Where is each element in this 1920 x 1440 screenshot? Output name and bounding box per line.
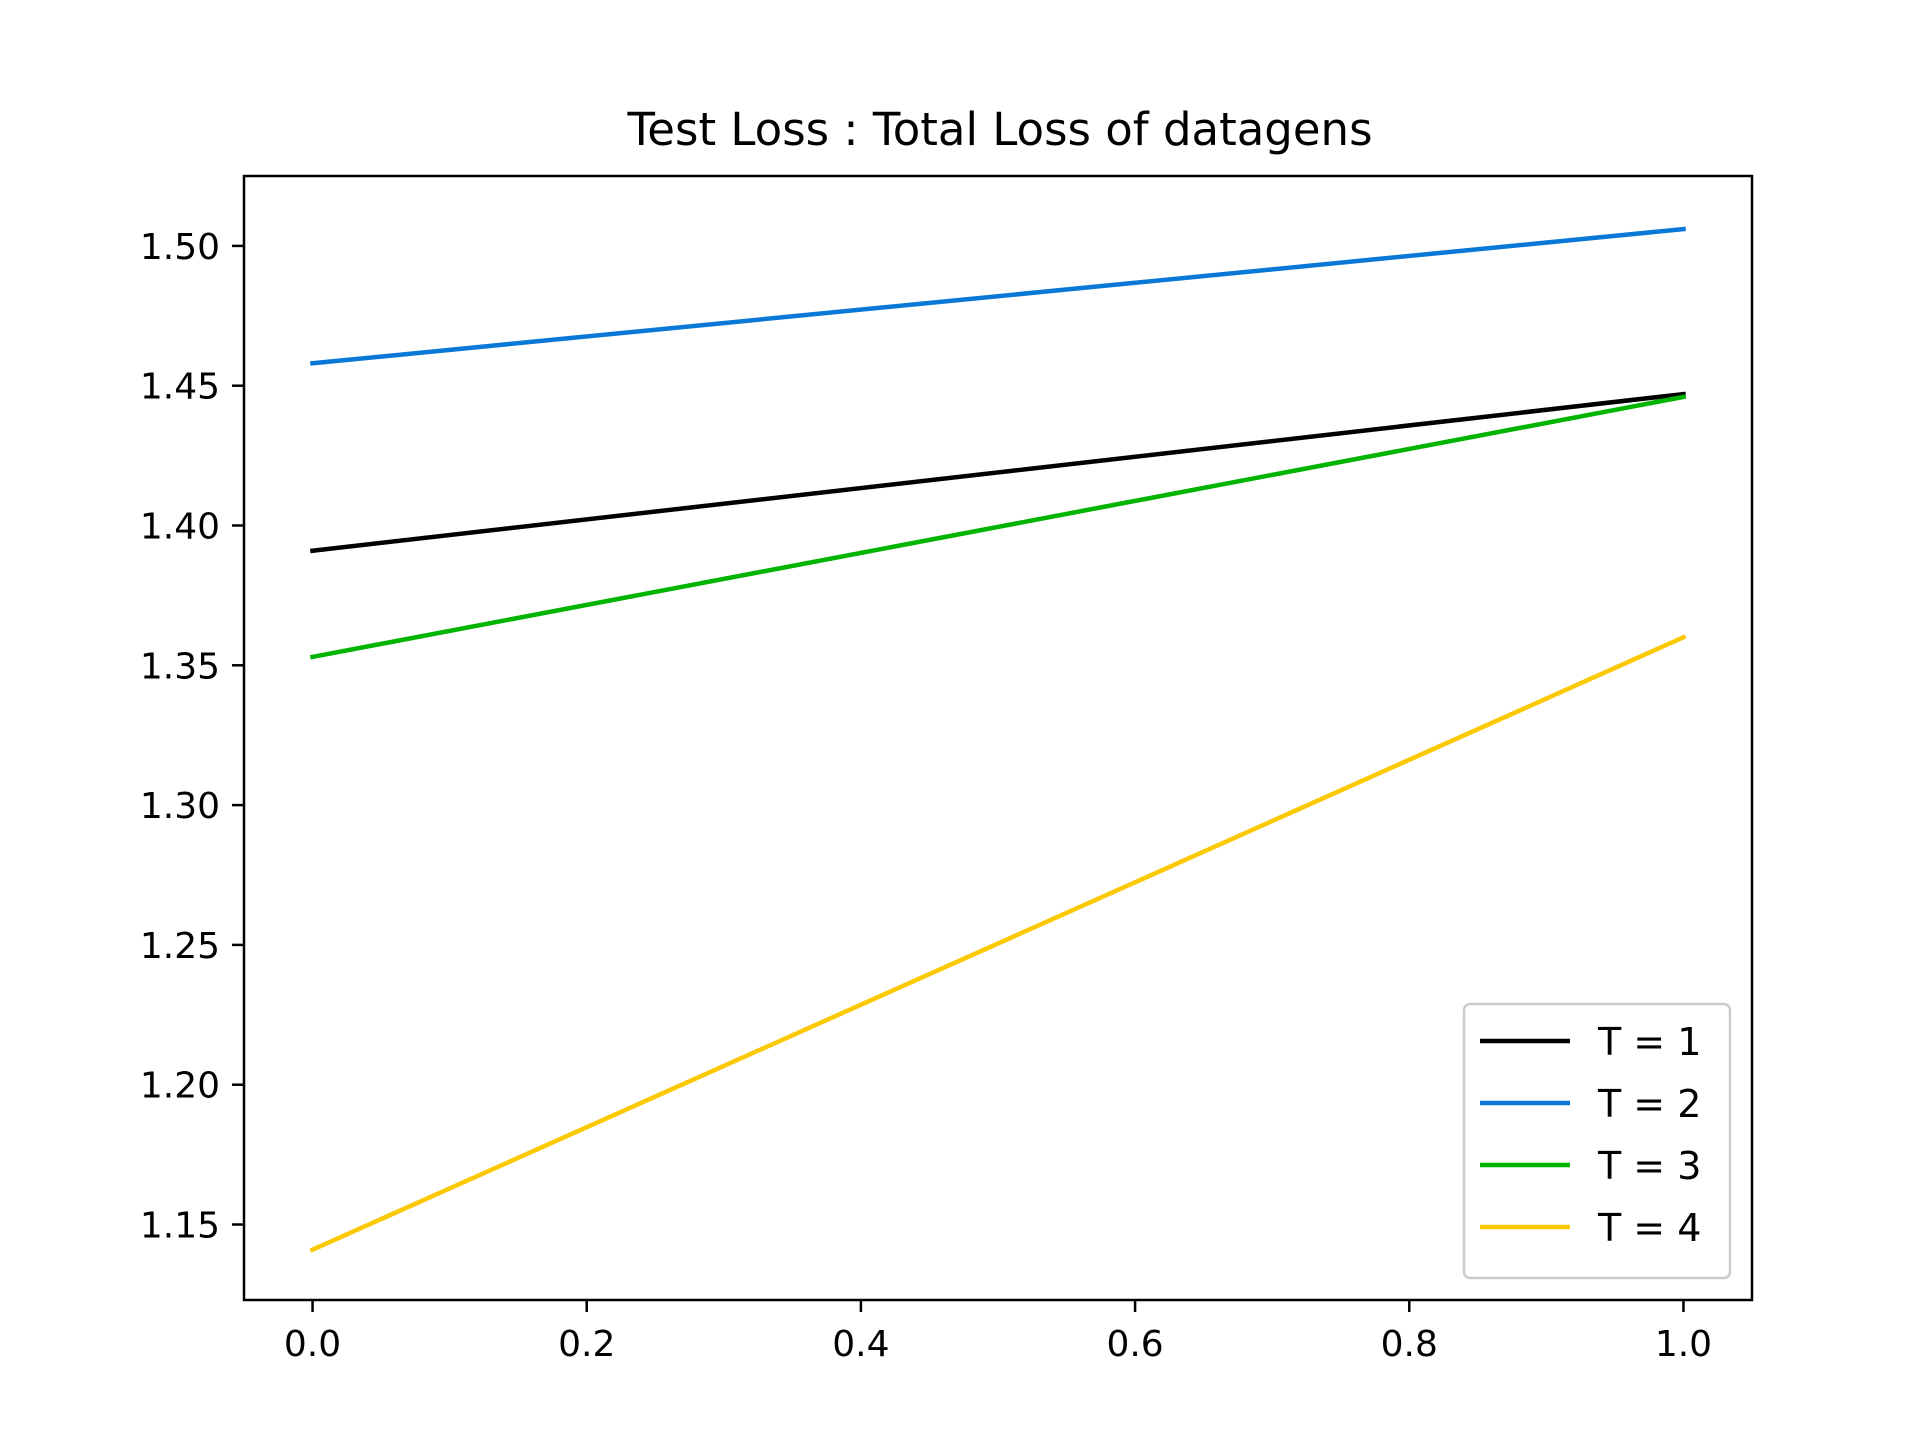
- y-tick-label: 1.15: [140, 1206, 220, 1247]
- x-tick-label: 0.0: [284, 1324, 341, 1365]
- chart-title: Test Loss : Total Loss of datagens: [626, 103, 1372, 156]
- legend-box: [1462, 1002, 1732, 1280]
- y-tick-label: 1.25: [140, 926, 220, 967]
- y-tick-label: 1.35: [140, 646, 220, 687]
- legend-label: T = 2: [1597, 1082, 1701, 1126]
- y-tick-label: 1.45: [140, 367, 220, 408]
- x-tick-label: 0.2: [558, 1324, 615, 1365]
- y-axis: 1.15 1.20 1.25 1.30 1.35 1.40 1.45 1.50: [140, 227, 244, 1247]
- y-tick-label: 1.20: [140, 1066, 220, 1107]
- series-line-2: [310, 226, 1686, 366]
- x-tick-label: 0.6: [1106, 1324, 1163, 1365]
- series-line-3: [309, 394, 1687, 660]
- series-line-4: [309, 634, 1687, 1253]
- y-tick-label: 1.30: [140, 786, 220, 827]
- y-tick-label: 1.50: [140, 227, 220, 268]
- legend-label: T = 1: [1597, 1020, 1701, 1064]
- legend-label: T = 4: [1597, 1206, 1701, 1250]
- plot-frame: [242, 174, 1754, 1302]
- x-tick-label: 0.8: [1381, 1324, 1438, 1365]
- legend-label: T = 3: [1597, 1144, 1701, 1188]
- series-layer: [309, 226, 1687, 1253]
- x-axis: 0.0 0.2 0.4 0.6 0.8 1.0: [284, 1300, 1712, 1365]
- y-tick-label: 1.40: [140, 507, 220, 548]
- x-tick-label: 0.4: [832, 1324, 889, 1365]
- x-tick-label: 1.0: [1655, 1324, 1712, 1365]
- legend: T = 1 T = 2 T = 3 T = 4: [1462, 1002, 1732, 1280]
- series-line-1: [310, 391, 1686, 554]
